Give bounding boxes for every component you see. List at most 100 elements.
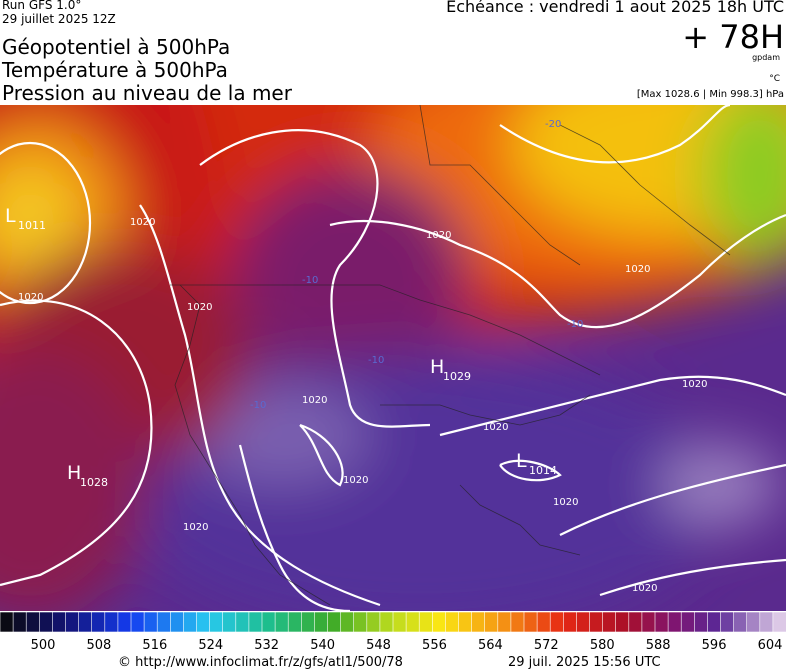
colorbar-swatch	[12, 611, 28, 633]
colorbar-swatch	[156, 611, 172, 633]
isobar-label: 1020	[187, 302, 212, 313]
colorbar-swatch	[91, 611, 106, 633]
colorbar-label: 516	[142, 638, 167, 653]
colorbar-swatch	[445, 611, 460, 633]
colorbar-swatch	[274, 611, 290, 633]
colorbar-swatch	[576, 611, 591, 633]
colorbar-swatch	[183, 611, 198, 633]
colorbar-label: 532	[254, 638, 279, 653]
pressure-symbol: H	[430, 356, 444, 378]
colorbar-label: 508	[87, 638, 112, 653]
coastlines	[170, 105, 731, 606]
pressure-value: 1011	[18, 219, 46, 232]
colorbar-swatch	[536, 611, 551, 633]
colorbar-swatch	[235, 611, 250, 633]
colorbar-swatch	[733, 611, 748, 633]
isobar-label: 1020	[682, 379, 707, 390]
colorbar-swatch	[772, 611, 786, 633]
isobar-label: 1020	[553, 497, 578, 508]
pressure-range: [Max 1028.6 | Min 998.3] hPa	[636, 89, 784, 100]
isobar-label: 1020	[426, 230, 451, 241]
colorbar-swatch	[209, 611, 224, 633]
isobar-label: 1020	[302, 395, 327, 406]
colorbar-swatch	[117, 611, 132, 633]
isobar-label: 1020	[183, 522, 208, 533]
colorbar-swatch	[314, 611, 329, 633]
isobar-label: 1020	[343, 475, 368, 486]
pressure-value: 1029	[443, 370, 471, 383]
title-line: Géopotentiel à 500hPa	[2, 35, 231, 59]
unit-temp: °C	[769, 74, 780, 84]
colorbar-swatch	[327, 611, 342, 633]
colorbar-swatch	[510, 611, 525, 633]
isobar-label: 1020	[625, 264, 650, 275]
colorbar-swatch	[300, 611, 316, 633]
colorbar-label: 604	[758, 638, 783, 653]
colorbar-swatch	[458, 611, 473, 633]
colorbar-swatch	[471, 611, 486, 633]
colorbar-swatch	[720, 611, 735, 633]
colorbar-swatch	[379, 611, 394, 633]
temp-label: -20	[545, 119, 561, 130]
colorbar-swatch	[628, 611, 643, 633]
colorbar-swatch	[615, 611, 630, 633]
pressure-value: 1014	[529, 464, 557, 477]
pressure-value: 1028	[80, 476, 108, 489]
temp-label: -10	[567, 319, 583, 330]
colorbar-label: 572	[534, 638, 559, 653]
colorbar-swatch	[746, 611, 761, 633]
isobar-label: 1020	[18, 292, 43, 303]
run-date: 29 juillet 2025 12Z	[2, 12, 116, 26]
colorbar-swatch	[25, 611, 41, 633]
colorbar-label: 580	[590, 638, 615, 653]
colorbar-label: 596	[702, 638, 727, 653]
colorbar-swatch	[170, 611, 185, 633]
footer-timestamp: 29 juil. 2025 15:56 UTC	[508, 655, 661, 670]
field	[0, 105, 786, 611]
footer-url: © http://www.infoclimat.fr/z/gfs/atl1/50…	[118, 655, 403, 670]
valid-time: Echéance : vendredi 1 aout 2025 18h UTC	[446, 0, 784, 16]
unit-gpdam: gpdam	[752, 53, 780, 62]
title-line: Pression au niveau de la mer	[2, 81, 292, 105]
colorbar-swatch	[680, 611, 696, 633]
colorbar-swatch	[589, 611, 604, 633]
colorbar-swatch	[707, 611, 722, 633]
colorbar: 500 508 516 524 532 540 548 556 564 572 580 588 596 6…	[0, 611, 786, 653]
colorbar-swatch	[431, 611, 447, 633]
colorbar-swatch	[65, 611, 80, 633]
isobar-label: 1020	[483, 422, 508, 433]
colorbar-swatch	[497, 611, 512, 633]
colorbar-swatch	[549, 611, 565, 633]
colorbar-swatch	[0, 611, 14, 633]
colorbar-label: 500	[31, 638, 56, 653]
colorbar-swatch	[52, 611, 67, 633]
pressure-symbol: L	[516, 450, 527, 472]
colorbar-swatch	[248, 611, 263, 633]
colorbar-swatch	[562, 611, 578, 633]
colorbar-swatch	[759, 611, 774, 633]
colorbar-swatch	[523, 611, 538, 633]
isobars	[0, 105, 786, 611]
colorbar-swatch	[392, 611, 407, 633]
colorbar-swatch	[340, 611, 355, 633]
temp-label: -10	[302, 275, 318, 286]
colorbar-swatch	[366, 611, 381, 633]
isobar-label: 1020	[130, 217, 155, 228]
colorbar-swatch	[693, 611, 709, 633]
colorbar-swatch	[222, 611, 237, 633]
temp-label: -10	[250, 400, 266, 411]
colorbar-label: 548	[366, 638, 391, 653]
colorbar-label: 524	[198, 638, 223, 653]
temp-label: -10	[368, 355, 384, 366]
colorbar-swatch	[38, 611, 54, 633]
colorbar-swatch	[484, 611, 499, 633]
colorbar-swatch	[654, 611, 669, 633]
colorbar-swatch	[602, 611, 617, 633]
colorbar-swatch	[641, 611, 656, 633]
colorbar-swatch	[104, 611, 119, 633]
colorbar-swatch	[667, 611, 682, 633]
colorbar-swatch	[196, 611, 211, 633]
lead-time: + 78H	[682, 18, 784, 56]
